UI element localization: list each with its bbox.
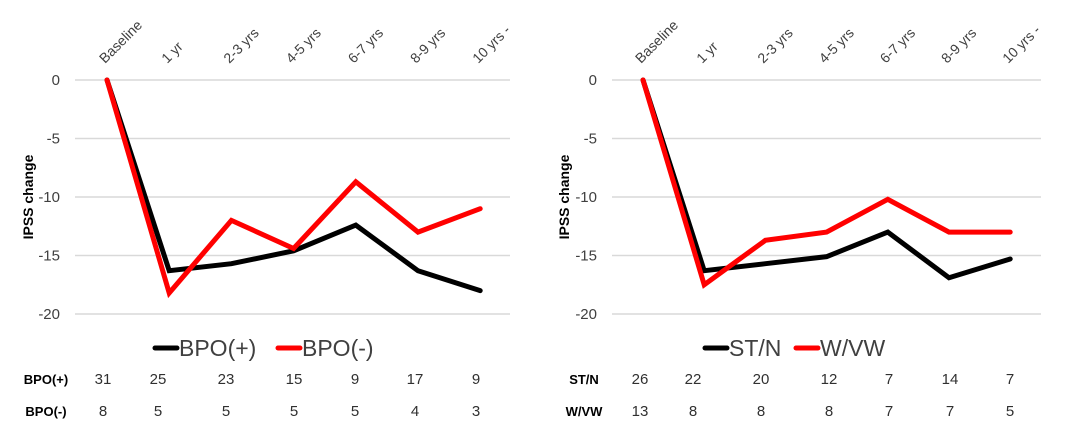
y-tick-label: -20	[38, 306, 60, 323]
y-tick-label: -20	[575, 306, 597, 323]
y-axis-title: IPSS change	[556, 154, 572, 239]
table-cell: 7	[946, 403, 954, 420]
table-cell: 3	[472, 403, 480, 420]
table-cell: 13	[632, 403, 649, 420]
x-tick-label: 1 yr	[158, 38, 186, 66]
table-row-label: ST/N	[569, 372, 599, 387]
table-row-label: BPO(-)	[25, 404, 66, 419]
x-tick-label: 1 yr	[693, 38, 721, 66]
y-tick-label: -5	[47, 131, 60, 148]
x-tick-label: 8-9 yrs	[407, 25, 449, 67]
table-cell: 7	[1006, 371, 1014, 388]
chart-right: 0 -5 -10 -15 -20 IPSS change Baseline 1 yr 2-3 y…	[540, 0, 1070, 434]
chart-left-svg: 0 -5 -10 -15 -20 IPSS change Baseline 1 yr 2-3 y…	[20, 17, 514, 420]
x-tick-label: 2-3 yrs	[220, 25, 262, 67]
y-tick-label: -10	[575, 189, 597, 206]
table-cell: 8	[757, 403, 765, 420]
x-tick-label: 2-3 yrs	[754, 25, 796, 67]
table-cell: 5	[1006, 403, 1014, 420]
table-cell: 17	[407, 371, 424, 388]
y-tick-label: -10	[38, 189, 60, 206]
x-tick-label: Baseline	[96, 17, 145, 66]
x-tick-label: 8-9 yrs	[938, 25, 980, 67]
table-cell: 5	[222, 403, 230, 420]
table-cell: 25	[150, 371, 167, 388]
x-tick-label: 10 yrs -	[999, 22, 1044, 67]
y-tick-label: 0	[52, 72, 60, 89]
table-cell: 4	[411, 403, 419, 420]
y-tick-label: -15	[38, 248, 60, 265]
table-cell: 8	[689, 403, 697, 420]
legend-label: ST/N	[729, 335, 781, 361]
x-tick-label: 6-7 yrs	[345, 25, 387, 67]
table-cell: 7	[885, 403, 893, 420]
x-tick-label: 4-5 yrs	[282, 25, 324, 67]
table-cell: 5	[154, 403, 162, 420]
y-tick-label: -5	[584, 131, 597, 148]
series-line-st-n	[640, 77, 1013, 281]
table-cell: 23	[218, 371, 235, 388]
table-cell: 22	[685, 371, 702, 388]
table-cell: 9	[472, 371, 480, 388]
table-cell: 9	[351, 371, 359, 388]
table-cell: 5	[351, 403, 359, 420]
table-cell: 31	[95, 371, 112, 388]
y-tick-label: -15	[575, 248, 597, 265]
table-row-label: W/VW	[566, 404, 604, 419]
table-cell: 7	[885, 371, 893, 388]
table-cell: 20	[753, 371, 770, 388]
x-tick-label: 6-7 yrs	[877, 25, 919, 67]
series-line-bpo-	[104, 77, 483, 294]
y-tick-label: 0	[589, 72, 597, 89]
table-cell: 8	[825, 403, 833, 420]
x-tick-label: 4-5 yrs	[815, 25, 857, 67]
table-row-label: BPO(+)	[24, 372, 68, 387]
table-cell: 12	[821, 371, 838, 388]
legend-label: W/VW	[820, 335, 885, 361]
table-cell: 14	[942, 371, 959, 388]
table-cell: 8	[99, 403, 107, 420]
chart-left: 0 -5 -10 -15 -20 IPSS change Baseline 1 yr 2-3 y…	[0, 0, 530, 434]
legend-label: BPO(+)	[179, 335, 256, 361]
x-tick-label: 10 yrs -	[469, 22, 514, 67]
x-tick-label: Baseline	[632, 17, 681, 66]
chart-right-svg: 0 -5 -10 -15 -20 IPSS change Baseline 1 yr 2-3 y…	[556, 17, 1044, 420]
table-cell: 15	[286, 371, 303, 388]
legend-label: BPO(-)	[302, 335, 374, 361]
table-cell: 26	[632, 371, 649, 388]
series-line-bpo-	[104, 77, 483, 299]
y-axis-title: IPSS change	[20, 154, 36, 239]
table-cell: 5	[290, 403, 298, 420]
